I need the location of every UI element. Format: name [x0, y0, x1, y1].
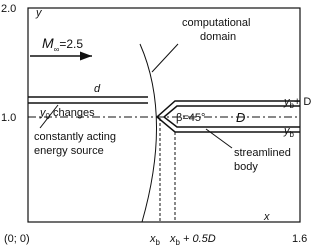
text: + D — [294, 96, 311, 108]
subscript: b — [290, 101, 295, 110]
leader-line — [39, 104, 59, 129]
diagram: 2.0 y 1.0 (0; 0) x 1.6 M∞=2.5 computatio… — [1, 3, 311, 247]
y-top-label: 2.0 — [1, 3, 16, 15]
subscript: b — [156, 238, 161, 247]
body-label: body — [234, 161, 258, 173]
source-label: constantly acting — [34, 131, 116, 143]
bottom-label: yb — [283, 125, 295, 139]
body-label: streamlined — [234, 147, 291, 159]
symbol: y — [283, 125, 291, 137]
domain-label: computational — [182, 17, 251, 29]
diameter-label: D — [236, 110, 245, 125]
mach-value: =2.5 — [59, 37, 83, 51]
x-right-label: 1.6 — [292, 233, 307, 245]
subscript: b — [290, 130, 295, 139]
angle-label: β=45° — [176, 112, 205, 124]
source-width-label: d — [94, 83, 101, 95]
symbol: y — [283, 96, 291, 108]
leader-line — [205, 128, 233, 149]
source-label: energy source — [34, 145, 104, 157]
origin-label: (0; 0) — [4, 233, 30, 245]
domain-label: domain — [200, 31, 236, 43]
source-position-label: y0 changes — [39, 107, 95, 121]
subscript: 0 — [46, 112, 51, 121]
top-label: yb+ D — [283, 96, 311, 110]
xb-end-label: xb + 0.5D — [169, 233, 216, 247]
domain-frame — [27, 7, 301, 223]
mach-subscript: ∞ — [54, 45, 60, 54]
text: + 0.5D — [180, 233, 216, 245]
symbol: x — [149, 233, 156, 245]
body-inner — [162, 105, 300, 128]
y-axis-label: y — [35, 7, 43, 19]
body-outline — [155, 100, 300, 133]
y-mid-label: 1.0 — [1, 112, 16, 124]
symbol: y — [39, 107, 47, 119]
domain-boundary — [139, 43, 157, 223]
xb-label: xb — [149, 233, 161, 247]
subscript: b — [176, 238, 181, 247]
text: changes — [50, 107, 95, 119]
x-axis-label: x — [263, 211, 270, 223]
symbol: x — [169, 233, 176, 245]
mach-label: M∞=2.5 — [42, 35, 83, 54]
mach-symbol: M — [42, 35, 54, 51]
leader-line — [151, 43, 179, 73]
